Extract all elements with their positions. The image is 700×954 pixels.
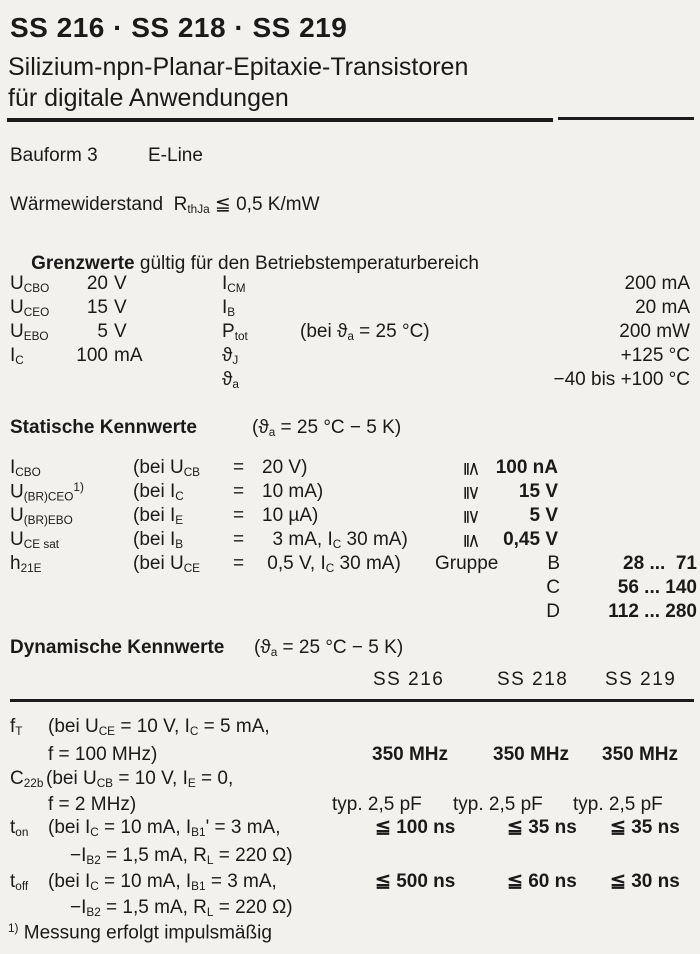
static-condition-pre: (bei UCB	[133, 457, 201, 479]
static-condition-pre: (bei IB	[133, 529, 184, 551]
limit-value-right: 200 mA	[624, 273, 690, 294]
gruppe-letter: D	[546, 601, 560, 622]
dynamic-value-ss216: ≦ 100 ns	[375, 817, 456, 838]
statische-heading-bold: Statische Kennwerte	[10, 417, 197, 438]
grenzwerte-heading-bold: Grenzwerte	[31, 252, 135, 274]
limit-condition: (bei ϑa = 25 °C)	[300, 321, 430, 343]
dynamische-heading-bold: Dynamische Kennwerte	[10, 637, 225, 658]
static-condition-val: 10 µA)	[262, 505, 319, 526]
dynamic-condition-line1: (bei IC = 10 mA, IB1' = 3 mA,	[48, 817, 281, 839]
limit-value-unit: mA	[114, 345, 143, 366]
subtitle-line-1: Silizium-npn-Planar-Epitaxie-Transistore…	[8, 53, 469, 81]
dynamic-value-ss218: ≦ 60 ns	[507, 871, 577, 892]
gruppe-range: 112 ... 280	[608, 601, 697, 622]
limit-symbol-2: Ptot	[222, 321, 248, 343]
dynamic-value-ss216: 350 MHz	[372, 744, 449, 765]
static-condition-val: 10 mA)	[262, 481, 324, 502]
limit-value-right: +125 °C	[620, 345, 690, 366]
limit-symbol-2: ϑa	[222, 369, 239, 391]
header-divider-segment	[558, 117, 694, 120]
static-value: 0,45 V	[503, 529, 558, 550]
dynamische-table-divider	[10, 699, 694, 702]
dynamic-value-ss216: typ. 2,5 pF	[332, 794, 422, 815]
dynamic-value-ss219: ≦ 30 ns	[610, 871, 680, 892]
dynamic-symbol: fT	[10, 716, 23, 738]
limit-symbol-2: ϑJ	[222, 345, 239, 367]
limit-symbol: UCEO	[10, 297, 50, 319]
gruppe-letter: C	[546, 577, 560, 598]
limit-value-unit: V	[114, 273, 127, 294]
static-equals: =	[233, 481, 245, 502]
limit-value-unit: V	[114, 321, 127, 342]
static-condition-pre: (bei UCE	[133, 553, 201, 575]
limit-symbol: UEBO	[10, 321, 49, 343]
limit-value-number: 100	[76, 345, 108, 366]
static-equals: =	[233, 457, 245, 478]
limit-value-number: 20	[86, 273, 108, 294]
dynamic-symbol: C22b	[10, 768, 44, 790]
limit-symbol-2: IB	[222, 297, 236, 319]
dynamic-value-ss219: 350 MHz	[602, 744, 679, 765]
limit-symbol: UCBO	[10, 273, 50, 295]
dynamic-condition-line2: −IB2 = 1,5 mA, RL = 220 Ω)	[70, 845, 293, 867]
column-header-ss216: SS 216	[373, 669, 445, 690]
static-value: 5 V	[529, 505, 558, 526]
dynamic-value-ss216: ≦ 500 ns	[375, 871, 456, 892]
limit-symbol: IC	[10, 345, 24, 367]
dynamic-condition-line1: (bei UCE = 10 V, IC = 5 mA,	[48, 716, 270, 738]
limit-value-right: −40 bis +100 °C	[553, 369, 690, 390]
dynamic-condition-line2: f = 2 MHz)	[48, 794, 137, 815]
dynamic-value-ss218: ≦ 35 ns	[507, 817, 577, 838]
static-condition-val: 20 V)	[262, 457, 308, 478]
limit-value-number: 5	[97, 321, 108, 342]
thermal-resistance-line: Wärmewiderstand RthJa ≦ 0,5 K/mW	[10, 194, 320, 216]
gruppe-range: 28 ... 71	[623, 553, 697, 574]
gruppe-range: 56 ... 140	[617, 577, 697, 598]
column-header-ss218: SS 218	[497, 669, 569, 690]
static-equals: =	[233, 505, 245, 526]
subtitle-line-2: für digitale Anwendungen	[8, 84, 289, 112]
dynamic-condition-line1: (bei IC = 10 mA, IB1 = 3 mA,	[48, 871, 277, 893]
page-title: SS 216 · SS 218 · SS 219	[10, 12, 348, 43]
static-symbol: U(BR)CEO1)	[10, 481, 84, 504]
bauform-value: E-Line	[148, 145, 203, 166]
limit-value-unit: V	[114, 297, 127, 318]
bauform-label: Bauform 3	[10, 145, 98, 166]
limit-value-right: 200 mW	[619, 321, 690, 342]
dynamic-condition-line1: (bei UCB = 10 V, IE = 0,	[46, 768, 234, 790]
dynamische-heading-cond: (ϑa = 25 °C − 5 K)	[254, 637, 404, 659]
static-symbol: UCE sat	[10, 529, 60, 551]
dynamic-symbol: ton	[10, 817, 29, 839]
gruppe-label: Gruppe	[435, 553, 499, 574]
grenzwerte-heading-rest: gültig für den Betriebstemperaturbereich	[134, 252, 479, 274]
dynamic-symbol: toff	[10, 871, 29, 893]
dynamic-condition-line2: −IB2 = 1,5 mA, RL = 220 Ω)	[70, 897, 293, 919]
static-value: 15 V	[518, 481, 558, 502]
static-symbol: ICBO	[10, 457, 41, 479]
footnote: 1) Messung erfolgt impulsmäßig	[8, 922, 272, 944]
static-equals: =	[233, 529, 245, 550]
static-symbol: U(BR)EBO	[10, 505, 73, 527]
gruppe-letter: B	[547, 553, 560, 574]
statische-heading-cond: (ϑa = 25 °C − 5 K)	[252, 417, 402, 439]
header-divider	[7, 118, 553, 122]
dynamic-value-ss219: ≦ 35 ns	[610, 817, 680, 838]
static-equals: =	[233, 553, 245, 574]
static-condition-pre: (bei IC	[133, 481, 184, 503]
dynamic-value-ss218: typ. 2,5 pF	[453, 794, 543, 815]
static-symbol: h21E	[10, 553, 42, 575]
column-header-ss219: SS 219	[605, 669, 677, 690]
static-condition-val: 0,5 V, IC 30 mA)	[262, 553, 401, 575]
dynamic-condition-line2: f = 100 MHz)	[48, 744, 158, 765]
grenzwerte-heading: Grenzwerte gültig für den Betriebstemper…	[10, 231, 479, 297]
limit-value-number: 15	[86, 297, 108, 318]
static-value: 100 nA	[495, 457, 558, 478]
dynamic-value-ss218: 350 MHz	[493, 744, 570, 765]
limit-value-right: 20 mA	[635, 297, 690, 318]
limit-symbol-2: ICM	[222, 273, 246, 295]
dynamic-value-ss219: typ. 2,5 pF	[573, 794, 663, 815]
static-condition-pre: (bei IE	[133, 505, 184, 527]
static-condition-val: 3 mA, IC 30 mA)	[262, 529, 408, 551]
